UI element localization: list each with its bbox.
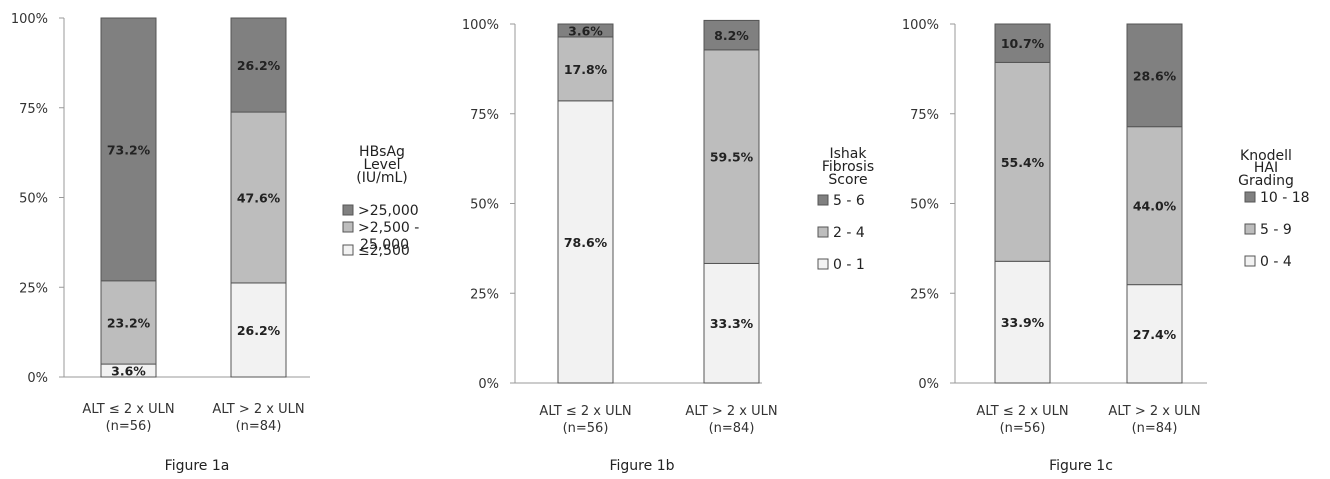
bar-data-label: 27.4% xyxy=(1133,327,1177,342)
bar-data-label: 8.2% xyxy=(714,28,749,43)
legend-swatch xyxy=(1244,255,1256,267)
legend-title: Knodell xyxy=(1240,148,1292,164)
x-category-label: ALT ≤ 2 x ULN xyxy=(539,404,631,419)
x-category-label: ALT > 2 x ULN xyxy=(212,402,304,417)
y-tick-label: 100% xyxy=(462,18,499,33)
x-category-label: ALT ≤ 2 x ULN xyxy=(82,402,174,417)
y-tick-label: 0% xyxy=(478,377,499,392)
bar-segment--2-500-25-000 xyxy=(230,111,287,284)
bar-segment-5-6 xyxy=(703,19,760,51)
y-tick-label: 75% xyxy=(470,108,499,123)
figure-caption: Figure 1c xyxy=(1049,458,1113,474)
bar-segment-0-1 xyxy=(703,262,760,384)
legend-swatch xyxy=(1244,191,1256,203)
y-tick-label: 0% xyxy=(27,371,48,386)
y-tick-label: 75% xyxy=(910,108,939,123)
figure-2: 0% 25% 50% 75% 100% 78.6% 17.8% 3.6% ALT ≤ 2 x U… xyxy=(462,18,874,474)
legend-swatch xyxy=(342,204,354,216)
bar-segment--25-000 xyxy=(100,17,157,282)
legend-title: Score xyxy=(828,172,867,188)
y-tick-label: 50% xyxy=(19,192,48,207)
bar-segment--25-000 xyxy=(230,17,287,113)
legend-label: >25,000 xyxy=(358,203,419,219)
bar-data-label: 3.6% xyxy=(568,23,603,38)
bar-segment--2-500 xyxy=(230,282,287,378)
bar-data-label: 17.8% xyxy=(564,62,608,77)
legend-title: Fibrosis xyxy=(822,159,874,175)
legend-title: Ishak xyxy=(830,146,868,162)
legend-label: 0 - 4 xyxy=(1260,254,1292,270)
bar-data-label: 59.5% xyxy=(710,150,754,165)
x-category-label: ALT ≤ 2 x ULN xyxy=(976,404,1068,419)
legend-label: 5 - 9 xyxy=(1260,222,1292,238)
bar-data-label: 78.6% xyxy=(564,235,608,250)
legend-label: >2,500 - xyxy=(358,220,419,236)
bar-segment-0-4 xyxy=(994,260,1051,384)
bar-segment-10-18 xyxy=(1126,23,1183,128)
bar-segment-0-4 xyxy=(1126,284,1183,384)
legend-label: 0 - 1 xyxy=(833,257,865,273)
bar-data-label: 44.0% xyxy=(1133,199,1177,214)
bar-data-label: 73.2% xyxy=(107,142,151,157)
legend-swatch xyxy=(817,226,829,238)
y-tick-label: 50% xyxy=(470,198,499,213)
y-tick-label: 50% xyxy=(910,198,939,213)
x-category-label: (n=84) xyxy=(709,421,755,436)
legend-title: (IU/mL) xyxy=(356,170,407,186)
legend-title: HBsAg xyxy=(359,144,405,160)
bar-segment-0-1 xyxy=(557,100,614,384)
y-tick-label: 25% xyxy=(910,287,939,302)
legend-title: HAI xyxy=(1254,160,1278,176)
bar-data-label: 28.6% xyxy=(1133,68,1177,83)
bar-segment-5-6 xyxy=(557,23,614,38)
figure-3: 0% 25% 50% 75% 100% 33.9% 55.4% 10.7% ALT ≤ 2 x … xyxy=(902,18,1310,474)
legend-title: Grading xyxy=(1238,173,1294,189)
x-category-label: (n=56) xyxy=(106,419,152,434)
bar-data-label: 3.6% xyxy=(111,364,146,379)
figure-1: 0% 25% 50% 75% 100% 3.6% 23.2% 73.2% ALT ≤ 2 x U… xyxy=(11,12,419,474)
x-category-label: (n=56) xyxy=(1000,421,1046,436)
bar-data-label: 26.2% xyxy=(237,58,281,73)
legend-swatch xyxy=(1244,223,1256,235)
y-tick-label: 100% xyxy=(11,12,48,27)
y-tick-label: 25% xyxy=(470,287,499,302)
legend-label: 25,000 xyxy=(360,237,409,253)
x-category-label: (n=56) xyxy=(563,421,609,436)
x-category-label: ALT > 2 x ULN xyxy=(1108,404,1200,419)
y-tick-label: 0% xyxy=(918,377,939,392)
x-category-label: (n=84) xyxy=(236,419,282,434)
bar-data-label: 10.7% xyxy=(1001,36,1045,51)
bar-segment-5-9 xyxy=(994,61,1051,262)
legend-swatch xyxy=(817,194,829,206)
legend-title: Level xyxy=(364,157,401,173)
legend-label: 2 - 4 xyxy=(833,225,865,241)
bar-data-label: 26.2% xyxy=(237,323,281,338)
legend-label: 5 - 6 xyxy=(833,193,865,209)
legend-swatch xyxy=(342,244,354,256)
bar-segment-5-9 xyxy=(1126,126,1183,286)
bar-segment-2-4 xyxy=(557,36,614,102)
x-category-label: (n=84) xyxy=(1132,421,1178,436)
legend-swatch xyxy=(342,221,354,233)
y-tick-label: 25% xyxy=(19,281,48,296)
bar-segment-2-4 xyxy=(703,49,760,264)
bar-data-label: 55.4% xyxy=(1001,155,1045,170)
bar-data-label: 47.6% xyxy=(237,191,281,206)
y-tick-label: 100% xyxy=(902,18,939,33)
legend-label: ≤2,500 xyxy=(358,243,410,259)
bar-data-label: 33.9% xyxy=(1001,315,1045,330)
y-tick-label: 75% xyxy=(19,102,48,117)
bar-segment-10-18 xyxy=(994,23,1051,63)
x-category-label: ALT > 2 x ULN xyxy=(685,404,777,419)
legend-swatch xyxy=(817,258,829,270)
bar-data-label: 33.3% xyxy=(710,316,754,331)
bar-data-label: 23.2% xyxy=(107,315,151,330)
figure-caption: Figure 1b xyxy=(610,458,675,474)
legend-label: 10 - 18 xyxy=(1260,190,1310,206)
figure-caption: Figure 1a xyxy=(165,458,230,474)
